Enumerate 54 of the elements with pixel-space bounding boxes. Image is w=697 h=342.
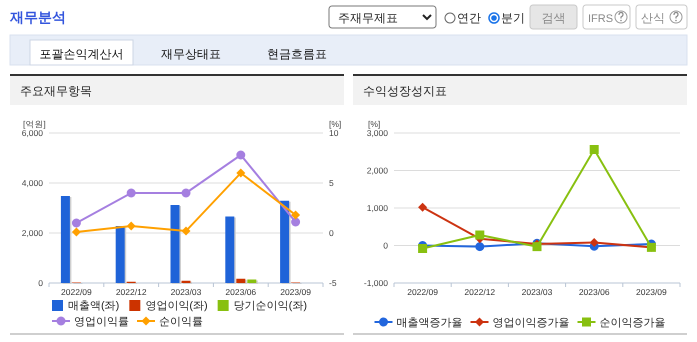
y-tick-label: 3,000	[366, 128, 388, 138]
y2-tick-label: 10	[329, 128, 339, 138]
x-tick-label: 2023/03	[170, 287, 202, 297]
legend-label: 당기순이익(좌)	[234, 300, 307, 312]
legend-label: 영업이익증가율	[492, 317, 570, 329]
legend-label: 순이익률	[159, 316, 203, 328]
point	[182, 188, 190, 198]
x-tick-label: 2023/06	[225, 287, 256, 297]
y-tick-label: 6,000	[22, 128, 44, 138]
point	[590, 145, 599, 154]
point	[182, 226, 190, 236]
y-axis-title: [%]	[368, 119, 380, 129]
y-tick-label: 2,000	[22, 228, 44, 238]
point	[236, 150, 246, 160]
point	[475, 230, 484, 240]
y-tick-label: 2,000	[366, 166, 388, 176]
point	[126, 222, 136, 230]
legend-label: 영업이익(좌)	[145, 300, 208, 312]
y-tick-label: 4,000	[22, 178, 44, 188]
y2-tick-label: 0	[329, 228, 334, 238]
y2-tick-label: -5	[329, 278, 337, 288]
point	[126, 188, 136, 198]
legend-label: 순이익증가율	[600, 317, 666, 329]
y2-axis-title: [%]	[329, 119, 342, 129]
y-tick-label: 0	[383, 240, 388, 250]
text: 재무분석	[9, 9, 66, 25]
y-tick-label: 0	[38, 278, 44, 288]
point	[418, 202, 428, 212]
y-axis-title: [억원]	[23, 119, 46, 129]
point	[72, 218, 81, 228]
point	[72, 228, 81, 236]
x-tick-label: 2022/12	[464, 287, 496, 297]
point	[532, 242, 542, 252]
point	[418, 244, 428, 253]
point	[236, 168, 246, 178]
point	[475, 242, 484, 252]
y-tick-label: -1,000	[364, 278, 388, 288]
x-tick-label: 2023/09	[280, 287, 312, 297]
point	[590, 238, 599, 247]
legend-label: 매출액증가율	[396, 317, 462, 329]
x-tick-label: 2022/09	[407, 287, 438, 297]
legend-label: 영업이익률	[74, 316, 129, 328]
point	[291, 210, 300, 220]
y2-tick-label: 5	[329, 178, 334, 188]
chart-title: 수익성장성지표	[363, 84, 447, 98]
legend-label: 매출액(좌)	[68, 300, 120, 312]
y-tick-label: 1,000	[366, 203, 388, 213]
x-tick-label: 2023/06	[578, 287, 610, 297]
x-tick-label: 2023/03	[522, 287, 553, 297]
x-tick-label: 2023/09	[636, 287, 668, 297]
point	[291, 218, 300, 226]
x-tick-label: 2022/09	[61, 287, 92, 297]
chart-title: 주요재무항목	[20, 84, 92, 98]
x-tick-label: 2022/12	[116, 287, 147, 297]
